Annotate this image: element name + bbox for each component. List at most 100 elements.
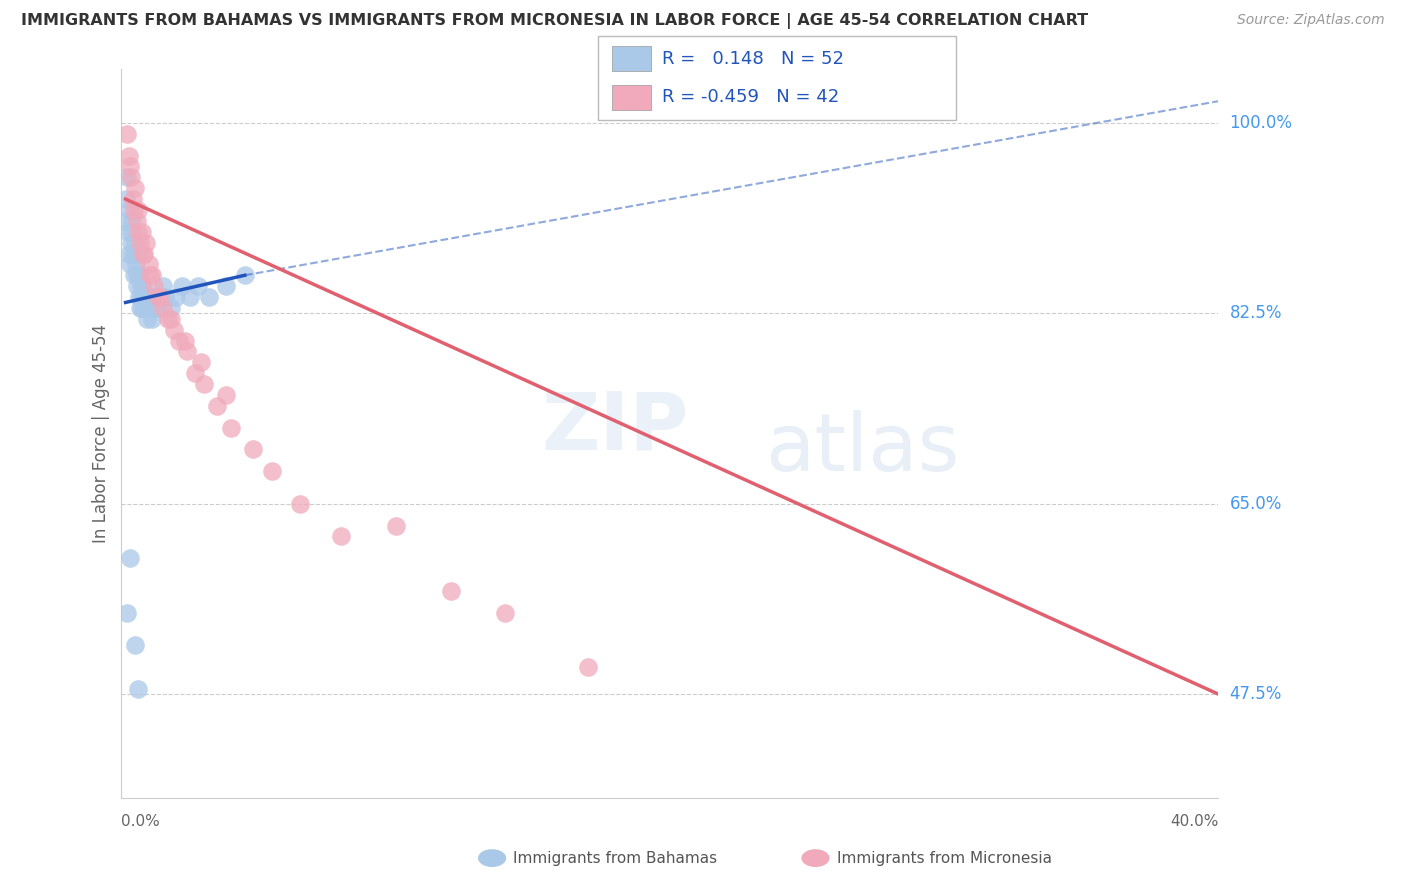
Point bbox=[134, 301, 156, 315]
Point bbox=[120, 170, 142, 185]
Point bbox=[118, 148, 141, 162]
Point bbox=[122, 202, 145, 217]
Point bbox=[122, 246, 145, 260]
Point bbox=[115, 214, 138, 228]
Point bbox=[193, 377, 215, 392]
Point bbox=[170, 279, 193, 293]
Point bbox=[128, 268, 150, 283]
Point bbox=[129, 301, 152, 315]
Point bbox=[152, 301, 174, 315]
Y-axis label: In Labor Force | Age 45-54: In Labor Force | Age 45-54 bbox=[93, 324, 110, 542]
Point bbox=[148, 290, 170, 304]
Point bbox=[120, 257, 142, 271]
Point bbox=[132, 246, 155, 260]
Point bbox=[129, 235, 152, 250]
Point bbox=[219, 420, 242, 434]
Point bbox=[159, 301, 181, 315]
Text: 82.5%: 82.5% bbox=[1230, 304, 1282, 322]
Point bbox=[118, 551, 141, 566]
Point bbox=[125, 268, 148, 283]
Point bbox=[118, 160, 141, 174]
Point bbox=[149, 290, 172, 304]
Point bbox=[124, 235, 146, 250]
Point bbox=[149, 290, 172, 304]
Point bbox=[124, 246, 146, 260]
Point bbox=[157, 311, 180, 326]
Point bbox=[138, 257, 160, 271]
Point bbox=[115, 127, 138, 141]
Point bbox=[125, 257, 148, 271]
Text: R = -0.459   N = 42: R = -0.459 N = 42 bbox=[662, 88, 839, 106]
Text: 100.0%: 100.0% bbox=[1230, 114, 1292, 132]
Point bbox=[136, 311, 159, 326]
Point bbox=[122, 268, 145, 283]
Point bbox=[141, 311, 163, 326]
Point bbox=[179, 290, 201, 304]
Point bbox=[233, 268, 256, 283]
Point bbox=[127, 279, 149, 293]
Point bbox=[127, 681, 149, 696]
Point bbox=[576, 660, 599, 674]
Point bbox=[146, 301, 169, 315]
Point bbox=[214, 279, 236, 293]
Point bbox=[141, 268, 163, 283]
Point bbox=[242, 442, 264, 457]
Point bbox=[142, 301, 165, 315]
Text: IMMIGRANTS FROM BAHAMAS VS IMMIGRANTS FROM MICRONESIA IN LABOR FORCE | AGE 45-54: IMMIGRANTS FROM BAHAMAS VS IMMIGRANTS FR… bbox=[21, 13, 1088, 29]
Point bbox=[131, 301, 153, 315]
Point bbox=[127, 225, 149, 239]
Point bbox=[176, 344, 198, 359]
Point bbox=[159, 311, 181, 326]
Text: Immigrants from Micronesia: Immigrants from Micronesia bbox=[837, 851, 1052, 865]
Point bbox=[127, 246, 149, 260]
Point bbox=[288, 497, 311, 511]
Point bbox=[127, 202, 149, 217]
Point bbox=[162, 323, 184, 337]
Point bbox=[173, 334, 195, 348]
Point bbox=[187, 279, 209, 293]
Point bbox=[131, 225, 153, 239]
Point bbox=[121, 225, 143, 239]
Text: Source: ZipAtlas.com: Source: ZipAtlas.com bbox=[1237, 13, 1385, 28]
Point bbox=[128, 290, 150, 304]
Point bbox=[135, 301, 157, 315]
Point bbox=[121, 214, 143, 228]
Point bbox=[124, 638, 146, 652]
Point bbox=[117, 225, 139, 239]
Point bbox=[129, 279, 152, 293]
Text: 0.0%: 0.0% bbox=[121, 814, 160, 829]
Text: 47.5%: 47.5% bbox=[1230, 685, 1282, 703]
Point bbox=[214, 388, 236, 402]
Point bbox=[132, 279, 155, 293]
Point bbox=[494, 606, 516, 620]
Point bbox=[124, 181, 146, 195]
Point bbox=[139, 290, 162, 304]
Point bbox=[138, 301, 160, 315]
Point bbox=[120, 235, 142, 250]
Point bbox=[384, 518, 406, 533]
Point bbox=[135, 290, 157, 304]
Point bbox=[122, 192, 145, 206]
Point bbox=[143, 290, 166, 304]
Point bbox=[152, 279, 174, 293]
Point bbox=[135, 235, 157, 250]
Text: R =   0.148   N = 52: R = 0.148 N = 52 bbox=[662, 50, 844, 68]
Point bbox=[132, 290, 155, 304]
Point bbox=[125, 214, 148, 228]
Point bbox=[262, 464, 284, 478]
Text: ZIP: ZIP bbox=[541, 389, 689, 467]
Point bbox=[118, 202, 141, 217]
Point bbox=[114, 192, 136, 206]
Point bbox=[136, 290, 159, 304]
Point bbox=[439, 583, 461, 598]
Text: atlas: atlas bbox=[765, 410, 959, 488]
Text: 40.0%: 40.0% bbox=[1170, 814, 1219, 829]
Point bbox=[155, 290, 177, 304]
Point bbox=[139, 268, 162, 283]
Point bbox=[115, 606, 138, 620]
Text: 65.0%: 65.0% bbox=[1230, 495, 1282, 513]
Point bbox=[129, 290, 152, 304]
Point bbox=[165, 290, 187, 304]
Point bbox=[329, 529, 352, 543]
Point bbox=[118, 246, 141, 260]
